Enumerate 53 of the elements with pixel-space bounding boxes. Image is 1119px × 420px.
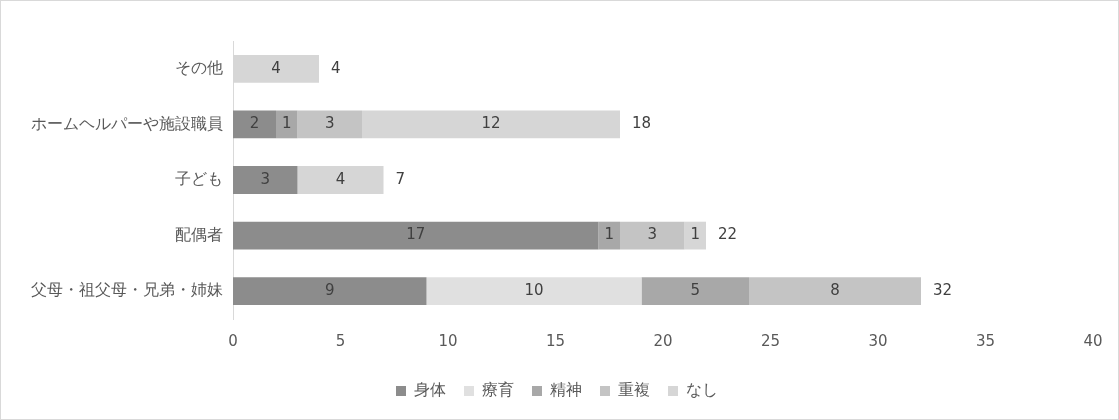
bar [749,277,921,306]
total-label: 4 [331,58,341,77]
data-label: 5 [690,281,701,300]
bar [641,277,749,306]
x-tick-label: 25 [760,331,781,350]
y-tick-label: 子ども [175,169,223,189]
y-tick-label: その他 [175,57,223,77]
legend-label: 精神 [550,380,582,400]
data-label: 1 [690,225,701,244]
x-tick-label: 20 [653,331,673,350]
legend-label: なし [686,380,718,400]
data-label: 3 [324,114,335,133]
data-label: 9 [324,281,335,300]
x-tick-label: 5 [335,331,346,350]
total-label: 7 [395,169,406,188]
bar [362,110,620,139]
data-label: 2 [249,114,260,133]
x-tick-label: 0 [228,331,238,350]
legend-label: 療育 [482,380,514,400]
legend-label: 身体 [414,380,446,400]
x-tick-label: 10 [438,331,458,350]
bar [233,221,599,250]
bar [598,221,620,250]
total-label: 18 [632,114,652,133]
data-label: 1 [604,225,615,244]
y-tick-label: 配偶者 [175,224,223,244]
bar [297,110,362,139]
bar [233,166,298,194]
data-label: 10 [524,281,544,300]
data-label: 17 [406,225,426,244]
total-label: 22 [718,225,738,244]
bar [233,110,276,139]
y-tick-label: ホームヘルパーや施設職員 [31,113,223,133]
data-label: 3 [260,169,271,188]
data-label: 12 [481,114,501,133]
bar [297,166,384,194]
data-label: 4 [335,169,346,188]
x-tick-label: 35 [975,331,996,350]
bar [233,277,427,306]
y-tick-label: 父母・祖父母・兄弟・姉妹 [31,280,223,300]
bar [620,221,685,250]
legend-label: 重複 [618,380,650,400]
data-label: 4 [271,58,281,77]
bar [426,277,642,306]
x-tick-label: 15 [545,331,566,350]
data-label: 3 [647,225,658,244]
data-label: 8 [830,281,840,300]
bar [684,221,706,250]
x-tick-label: 30 [868,331,888,350]
x-tick-label: 40 [1083,331,1103,350]
total-label: 32 [933,281,953,300]
bar [276,110,298,139]
data-label: 1 [281,114,292,133]
